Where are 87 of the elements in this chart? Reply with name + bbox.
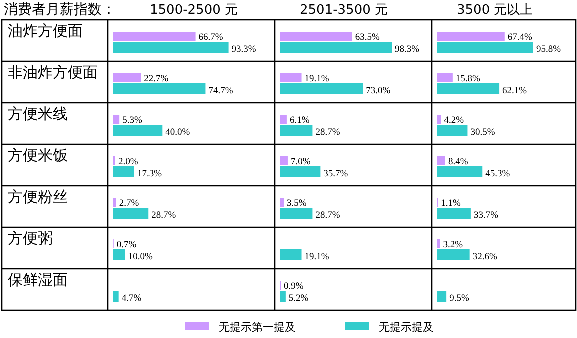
bar [113,74,142,82]
bar [437,166,483,178]
bar [437,156,446,166]
y-tick-label: 油炸方便面 [8,22,83,40]
data-label: 35.7% [324,170,348,180]
data-label: 5.2% [288,294,309,304]
data-label: 4.2% [444,116,464,126]
legend-label: 无提示第一提及 [219,321,296,334]
bar [280,42,392,53]
bar [437,115,442,124]
bar [280,84,364,94]
y-tick-label: 方便粥 [8,230,53,248]
bar [280,208,313,219]
bar [113,84,206,94]
y-tick-label: 方便粉丝 [8,188,68,206]
data-label: 19.1% [304,74,330,84]
data-label: 5.3% [122,116,142,126]
data-label: 33.7% [474,211,499,221]
bar [437,84,500,94]
legend-label: 无提示提及 [379,321,434,334]
data-label: 2.0% [118,158,138,168]
y-tick-label: 保鲜湿面 [8,271,68,289]
bar [280,166,321,178]
bar [113,125,163,136]
bar [280,125,313,136]
bar [280,32,352,41]
data-label: 73.0% [366,86,391,96]
data-label: 19.1% [304,252,330,262]
bar [113,250,126,260]
bar [280,115,287,124]
bar [437,208,471,219]
bar [437,240,440,248]
bar [437,32,505,41]
bar [113,32,196,41]
bar [113,115,120,124]
data-label: 9.5% [450,294,470,304]
data-label: 4.7% [122,294,142,304]
data-label: 6.1% [290,116,310,126]
data-label: 28.7% [152,211,176,221]
bar [113,42,229,53]
bar [280,156,288,166]
data-label: 0.7% [116,240,137,250]
bar [280,291,286,302]
bar [113,166,134,178]
data-label: 10.0% [128,252,154,262]
data-label: 45.3% [486,170,510,180]
y-tick-label: 方便米饭 [8,146,68,164]
y-tick-label: 方便米线 [8,105,68,123]
bar [280,198,284,207]
data-label: 3.5% [286,199,307,209]
data-label: 17.3% [137,170,162,180]
bar [113,291,119,302]
bar [113,198,116,207]
data-label: 98.3% [395,45,420,55]
data-label: 0.9% [284,282,304,292]
chart-title: 2501-3500 元 [300,3,388,18]
data-label: 32.6% [472,252,498,262]
data-label: 66.7% [198,33,224,43]
bar [113,208,149,219]
bar [437,42,534,53]
bar [437,250,470,260]
bar [280,250,302,260]
y-tick-label: 非油炸方便面 [8,64,98,82]
data-label: 15.8% [456,74,481,84]
data-label: 74.7% [208,86,234,96]
data-label: 1.1% [441,199,461,209]
bar [437,125,468,136]
data-label: 3.2% [443,240,464,250]
data-label: 8.4% [448,158,468,168]
data-label: 62.1% [502,86,528,96]
bar [437,74,453,82]
data-label: 40.0% [166,128,190,138]
data-label: 93.3% [232,45,256,55]
chart-title: 1500-2500 元 [150,3,238,18]
data-label: 28.7% [316,128,340,138]
data-label: 30.5% [470,128,496,138]
data-label: 67.4% [508,33,533,43]
data-label: 28.7% [316,211,340,221]
data-label: 22.7% [144,74,169,84]
data-label: 63.5% [355,33,380,43]
data-label: 95.8% [536,45,562,55]
bar [280,74,302,82]
data-label: 7.0% [290,158,311,168]
chart-title: 3500 元以上 [457,3,534,18]
y-axis-title: 消费者月薪指数： [4,2,116,18]
data-label: 2.7% [119,199,140,209]
bar [437,291,447,302]
